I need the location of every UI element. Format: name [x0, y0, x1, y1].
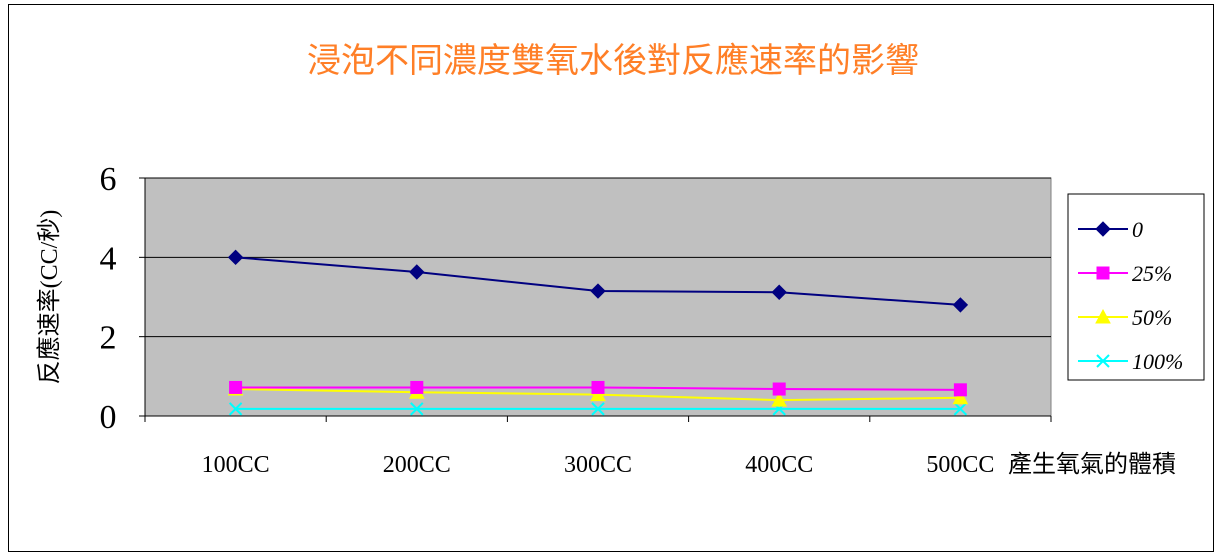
chart-title: 浸泡不同濃度雙氧水後對反應速率的影響	[307, 42, 919, 80]
gridlines	[139, 177, 1051, 417]
x-tick-label: 400CC	[745, 452, 813, 478]
y-tick-labels: 0 2 4 6	[100, 161, 117, 436]
data-point-square	[591, 380, 605, 394]
data-point-diamond	[771, 284, 787, 300]
series-25%	[229, 380, 967, 397]
legend-entry: 100%	[1078, 349, 1183, 374]
series-group	[227, 249, 969, 416]
legend-entry: 0	[1078, 217, 1143, 242]
series-100%	[228, 402, 968, 416]
x-mark-stroke	[591, 402, 605, 416]
data-point-x	[1096, 354, 1110, 368]
series-0	[227, 249, 969, 313]
data-point-x	[228, 402, 243, 416]
legend	[1067, 193, 1205, 381]
y-axis-label: 反應速率(CC/秒)	[36, 210, 63, 385]
data-point-triangle	[1095, 308, 1111, 324]
y-tick-label: 6	[100, 161, 117, 198]
legend-label: 50%	[1132, 305, 1172, 330]
data-point-triangle	[590, 386, 606, 402]
x-mark-stroke	[1096, 354, 1110, 368]
data-point-triangle	[771, 392, 788, 407]
data-point-diamond	[227, 249, 244, 266]
data-point-diamond	[952, 297, 969, 313]
x-tick-label: 100CC	[202, 452, 270, 478]
x-axis-label: 產生氧氣的體積	[1008, 451, 1176, 478]
data-point-x	[410, 402, 424, 416]
data-point-diamond	[409, 264, 425, 280]
data-point-square	[953, 383, 967, 397]
data-point-x	[591, 402, 605, 416]
x-mark-stroke	[953, 402, 968, 416]
data-point-square	[1096, 266, 1110, 280]
x-tick-label: 200CC	[383, 452, 451, 478]
x-mark-stroke	[228, 402, 243, 416]
y-tick-label: 4	[100, 240, 117, 277]
legend-label: 100%	[1132, 349, 1183, 374]
legend-label: 0	[1132, 217, 1143, 242]
x-tick-labels: 100CC 200CC 300CC 400CC 500CC	[202, 452, 995, 478]
y-tick-label: 2	[100, 320, 117, 357]
data-point-x	[953, 402, 968, 416]
data-point-diamond	[1095, 221, 1111, 237]
legend-items: 0 25% 50% 100%	[1078, 217, 1183, 374]
data-point-square	[772, 382, 786, 396]
x-tick-label: 300CC	[564, 452, 632, 478]
data-point-square	[410, 380, 424, 394]
legend-entry: 25%	[1078, 261, 1172, 286]
x-mark-stroke	[410, 402, 424, 416]
data-point-square	[229, 380, 243, 394]
data-point-triangle	[952, 389, 969, 405]
data-point-diamond	[590, 283, 606, 299]
x-tick-label: 500CC	[926, 452, 994, 478]
y-tick-label: 0	[100, 399, 117, 436]
axes	[144, 178, 1052, 422]
legend-entry: 50%	[1078, 305, 1172, 330]
legend-label: 25%	[1132, 261, 1172, 286]
